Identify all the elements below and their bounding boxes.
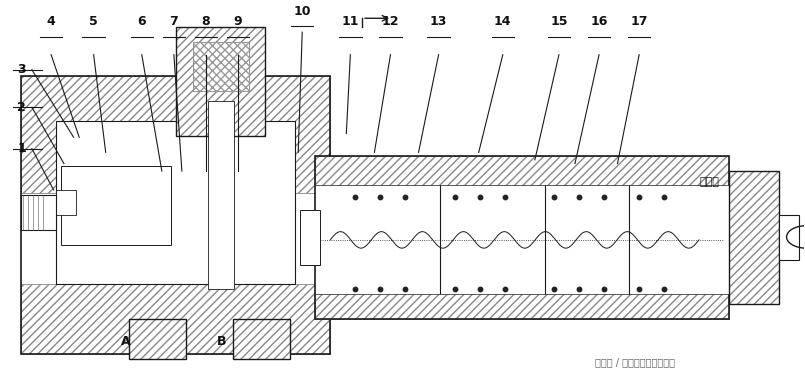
Text: 11: 11 <box>341 16 359 28</box>
Bar <box>56 190 76 215</box>
Text: 3: 3 <box>18 63 26 76</box>
Text: 顺时针: 顺时针 <box>700 177 719 187</box>
Bar <box>129 319 186 359</box>
Bar <box>316 185 729 294</box>
Text: 8: 8 <box>201 16 210 28</box>
Bar <box>316 156 729 188</box>
Bar <box>21 195 56 230</box>
Text: 16: 16 <box>590 16 608 28</box>
Bar <box>21 77 330 354</box>
Bar <box>21 77 330 193</box>
Text: 14: 14 <box>494 16 511 28</box>
Text: 5: 5 <box>89 16 98 28</box>
Text: 12: 12 <box>382 16 399 28</box>
Bar <box>129 319 186 359</box>
Text: 7: 7 <box>170 16 178 28</box>
Bar <box>316 156 729 319</box>
Text: 头条号 / 机械公社为机械而生: 头条号 / 机械公社为机械而生 <box>595 358 675 368</box>
Text: 17: 17 <box>630 16 648 28</box>
Text: 15: 15 <box>550 16 568 28</box>
Bar <box>729 171 778 304</box>
Bar <box>192 42 249 91</box>
Bar <box>192 42 249 91</box>
Text: A: A <box>121 335 130 348</box>
Text: 13: 13 <box>430 16 448 28</box>
Bar <box>208 101 233 290</box>
Text: 1: 1 <box>18 142 27 155</box>
Bar <box>316 287 729 319</box>
Bar <box>233 319 291 359</box>
Bar <box>300 210 320 265</box>
Bar <box>778 215 799 260</box>
Text: B: B <box>217 335 227 348</box>
Bar <box>175 27 266 136</box>
Bar <box>175 27 266 136</box>
Bar <box>233 319 291 359</box>
Bar <box>56 121 295 285</box>
Bar <box>61 166 171 245</box>
Text: 9: 9 <box>233 16 242 28</box>
Text: 6: 6 <box>138 16 146 28</box>
Bar <box>729 171 778 304</box>
Text: 4: 4 <box>47 16 56 28</box>
Bar <box>21 285 330 354</box>
Text: 2: 2 <box>18 101 27 114</box>
Text: 10: 10 <box>294 5 311 18</box>
